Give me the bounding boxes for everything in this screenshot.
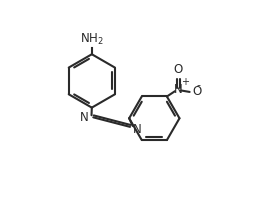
Text: +: + [181, 77, 189, 87]
Text: N: N [174, 83, 183, 96]
Text: O: O [174, 63, 183, 76]
Text: N: N [80, 111, 89, 124]
Text: -: - [197, 80, 201, 90]
Text: NH$_2$: NH$_2$ [80, 32, 104, 47]
Text: N: N [133, 123, 141, 136]
Text: O: O [192, 85, 201, 98]
